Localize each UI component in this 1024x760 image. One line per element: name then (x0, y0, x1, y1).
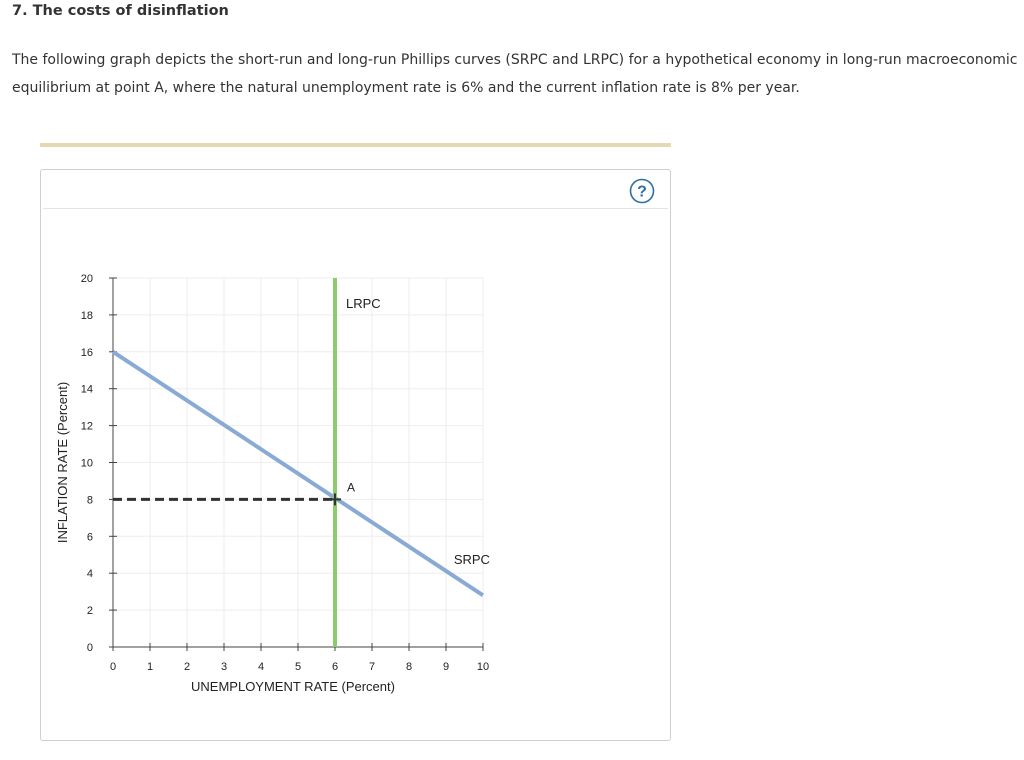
y-tick-label: 6 (87, 531, 93, 543)
y-tick-label: 20 (81, 273, 93, 285)
page-title: 7. The costs of disinflation (12, 3, 229, 19)
y-tick-label: 18 (81, 310, 93, 322)
x-tick-label: 0 (110, 661, 116, 673)
x-axis-label: UNEMPLOYMENT RATE (Percent) (191, 679, 395, 694)
y-tick-label: 2 (87, 605, 93, 617)
x-tick-label: 5 (295, 661, 301, 673)
x-tick-label: 1 (147, 661, 153, 673)
y-tick-label: 10 (81, 458, 93, 470)
x-tick-label: 8 (406, 661, 412, 673)
srpc-line[interactable] (111, 350, 485, 598)
x-tick-label: 4 (258, 661, 264, 673)
graph-panel: ? (40, 169, 671, 741)
y-tick-label: 16 (81, 347, 93, 359)
point-a-label: A (347, 480, 355, 494)
x-tick-label: 2 (184, 661, 190, 673)
y-tick-label: 8 (87, 494, 93, 506)
toolbar-rule (43, 208, 668, 209)
question-circle-icon[interactable]: ? (629, 178, 655, 204)
x-tick-label: 10 (477, 661, 489, 673)
x-tick-label: 6 (332, 661, 338, 673)
y-tick-label: 12 (81, 421, 93, 433)
x-tick-label: 9 (443, 661, 449, 673)
question-intro: The following graph depicts the short-ru… (12, 52, 1018, 96)
x-tick-label: 3 (221, 661, 227, 673)
y-tick-label: 14 (81, 384, 93, 396)
y-tick-label: 0 (87, 642, 93, 654)
x-tick-label: 7 (369, 661, 375, 673)
lrpc-label: LRPC (346, 296, 381, 311)
y-tick-label: 4 (87, 568, 93, 580)
help-glyph: ? (637, 184, 647, 201)
section-divider (40, 143, 671, 147)
srpc-label: SRPC (454, 552, 490, 567)
y-axis-label: INFLATION RATE (Percent) (55, 382, 70, 543)
